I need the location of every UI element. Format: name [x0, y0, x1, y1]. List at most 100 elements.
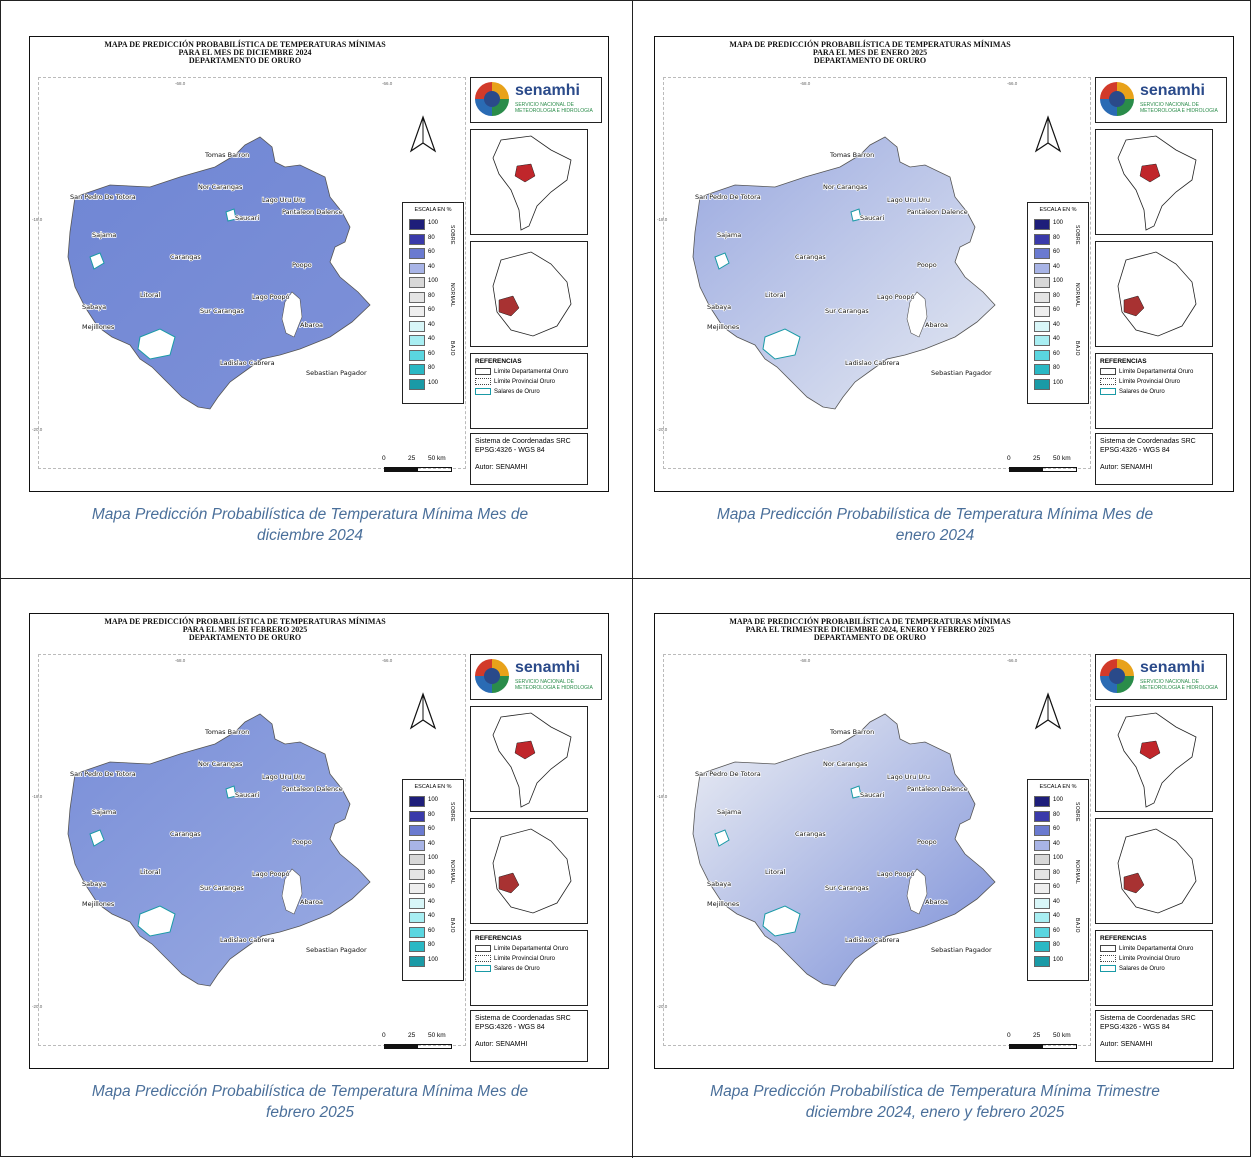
- province-label: Ladislao Cabrera: [845, 359, 900, 367]
- province-label: Litoral: [140, 291, 161, 299]
- legend-swatch: [1034, 364, 1050, 375]
- scale-bar-graphic: [384, 467, 452, 472]
- south-america-map: [1117, 712, 1197, 808]
- probability-legend: ESCALA EN % 100 80 60 40 100 80 60 40 40 60 80 100 SO…: [402, 202, 464, 404]
- crs-line: Sistema de Coordenadas SRC: [475, 438, 571, 445]
- legend-value: 60: [1053, 307, 1060, 313]
- legend-value: 40: [428, 898, 435, 905]
- oruro-map: Tomas Barron San Pedro De Totora Nor Caran…: [67, 136, 371, 410]
- scale-label: 50 km: [428, 1032, 446, 1039]
- north-arrow-icon: [1034, 692, 1062, 730]
- senamhi-logo: senamhi SERVICIO NACIONAL DE METEOROLOGI…: [473, 657, 599, 697]
- legend-value: 60: [1053, 884, 1060, 890]
- legend-value: 100: [1053, 278, 1064, 284]
- legend-swatch: [409, 883, 425, 894]
- latitude-tick: -20.0: [32, 427, 43, 432]
- legend-group-label: SOBRE: [449, 802, 455, 823]
- legend-value: 60: [428, 826, 435, 832]
- legend-value: 80: [1053, 942, 1060, 948]
- references-header: REFERENCIAS: [475, 935, 522, 942]
- scale-bar: 0 25 50 km: [1007, 455, 1077, 479]
- legend-value: 100: [1053, 379, 1064, 386]
- caption-line: febrero 2025: [266, 1104, 354, 1121]
- caption-line: Mapa Predicción Probabilística de Temper…: [91, 506, 529, 523]
- legend-swatch: [1034, 854, 1050, 865]
- legend-value: 100: [428, 855, 439, 861]
- province-label: Mejillones: [82, 900, 115, 908]
- legend-value: 100: [428, 797, 439, 803]
- map-caption: Mapa Predicción Probabilística de Temper…: [625, 504, 1245, 546]
- senamhi-emblem-icon: [475, 82, 509, 116]
- brand-subtitle: SERVICIO NACIONAL DE METEOROLOGIA E HIDR…: [515, 679, 593, 691]
- references-header: REFERENCIAS: [1100, 358, 1147, 365]
- province-label: Pantaleon Dalence: [907, 208, 968, 216]
- author-label: Autor: SENAMHI: [475, 464, 528, 471]
- probability-legend: ESCALA EN % 100 80 60 40 100 80 60 40 40 60 80 100 SO…: [1027, 779, 1089, 981]
- legend-swatch: [1034, 335, 1050, 346]
- legend-swatch: [1034, 233, 1050, 245]
- province-label: Nor Carangas: [198, 183, 243, 191]
- legend-value: 80: [428, 292, 435, 299]
- province-label: Saucari: [235, 791, 259, 799]
- legend-swatch: [1034, 349, 1050, 361]
- province-label: Lago Uru Uru: [887, 773, 930, 781]
- brand-subtitle: SERVICIO NACIONAL DE METEOROLOGIA E HIDR…: [1140, 102, 1218, 114]
- crs-line: EPSG:4326 - WGS 84: [1100, 1024, 1170, 1031]
- map-frame: [38, 654, 466, 1046]
- legend-value: 40: [428, 336, 435, 342]
- province-label: Sur Carangas: [825, 884, 869, 892]
- bolivia-inset: [470, 818, 588, 924]
- map-sheet: MAPA DE PREDICCIÓN PROBABILÍSTICA DE TEM…: [29, 613, 609, 1069]
- province-label: Sebastian Pagador: [306, 369, 367, 377]
- senamhi-logo: senamhi SERVICIO NACIONAL DE METEOROLOGI…: [1098, 80, 1224, 120]
- longitude-tick: -68.0: [800, 81, 811, 86]
- lago-poopo: [281, 868, 303, 915]
- brand-name: senamhi: [515, 659, 580, 676]
- coordinate-box: Sistema de Coordenadas SRC EPSG:4326 - W…: [1095, 433, 1213, 485]
- scale-label: 25: [408, 455, 416, 462]
- legend-value: 100: [428, 278, 439, 284]
- coordinate-box: Sistema de Coordenadas SRC EPSG:4326 - W…: [470, 1010, 588, 1062]
- legend-swatch: [409, 277, 425, 288]
- map-caption: Mapa Predicción Probabilística de Temper…: [0, 504, 620, 546]
- reference-item: Límite Departamental Oruro: [475, 945, 587, 955]
- map-title-line: PARA EL TRIMESTRE DICIEMBRE 2024, ENERO …: [745, 625, 995, 634]
- caption-line: enero 2024: [895, 527, 975, 544]
- province-label: Lago Poopó: [252, 870, 290, 878]
- south-america-inset: [470, 129, 588, 235]
- lago-uru-uru: [225, 785, 237, 799]
- map-sheet: MAPA DE PREDICCIÓN PROBABILÍSTICA DE TEM…: [29, 36, 609, 492]
- legend-value: 80: [1053, 292, 1060, 299]
- legend-value: 40: [428, 321, 435, 328]
- scale-label: 0: [1007, 1032, 1011, 1039]
- south-america-inset: [470, 706, 588, 812]
- scale-label: 25: [1033, 1032, 1041, 1039]
- legend-value: 80: [428, 811, 435, 818]
- province-label: Mejillones: [82, 323, 115, 331]
- caption-line: diciembre 2024: [257, 527, 363, 544]
- province-label: Tomas Barron: [204, 728, 249, 736]
- province-label: San Pedro De Totora: [70, 193, 136, 201]
- row-divider: [1, 578, 1251, 579]
- province-label: Carangas: [795, 830, 826, 838]
- province-label: Lago Poopó: [252, 293, 290, 301]
- longitude-tick: -68.0: [800, 658, 811, 663]
- province-label: San Pedro De Totora: [695, 770, 761, 778]
- south-america-map: [492, 712, 572, 808]
- logo-box: senamhi SERVICIO NACIONAL DE METEOROLOGI…: [1095, 654, 1227, 700]
- legend-swatch: [409, 335, 425, 346]
- legend-group-label: NORMAL: [449, 283, 455, 308]
- crs-line: Sistema de Coordenadas SRC: [1100, 438, 1196, 445]
- legend-header: ESCALA EN %: [1039, 207, 1077, 213]
- legend-swatch: [1034, 291, 1050, 303]
- legend-swatch: [409, 839, 425, 851]
- province-label: Litoral: [140, 868, 161, 876]
- oruro-map: Tomas Barron San Pedro De Totora Nor Caran…: [692, 713, 996, 987]
- legend-value: 100: [1053, 220, 1064, 226]
- province-label: San Pedro De Totora: [695, 193, 761, 201]
- legend-value: 60: [1053, 826, 1060, 832]
- senamhi-logo: senamhi SERVICIO NACIONAL DE METEOROLOGI…: [1098, 657, 1224, 697]
- reference-item: Salares de Oruro: [475, 388, 587, 398]
- map-title: MAPA DE PREDICCIÓN PROBABILÍSTICA DE TEM…: [655, 618, 1085, 642]
- map-caption: Mapa Predicción Probabilística de Temper…: [625, 1081, 1245, 1123]
